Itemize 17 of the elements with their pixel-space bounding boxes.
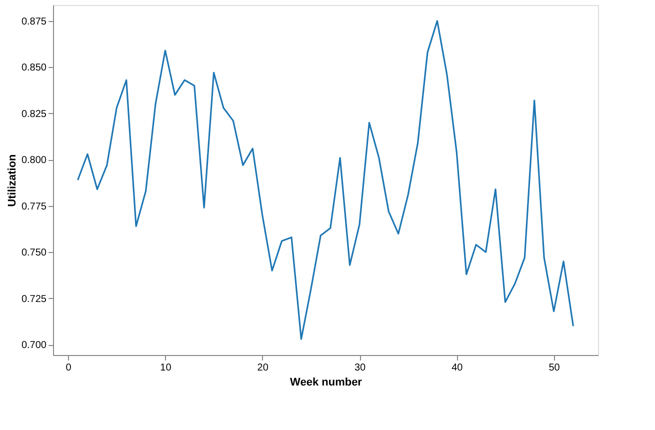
y-tick-label: 0.700 bbox=[21, 340, 47, 352]
x-tick-label: 40 bbox=[452, 362, 464, 374]
x-tick-label: 50 bbox=[548, 362, 560, 374]
y-axis-title: Utilization bbox=[6, 154, 18, 207]
x-tick-label: 20 bbox=[257, 362, 269, 374]
x-tick-label: 0 bbox=[66, 362, 72, 374]
line-series bbox=[76, 20, 574, 340]
x-tick-label: 30 bbox=[354, 362, 366, 374]
x-axis-title: Week number bbox=[290, 376, 363, 388]
y-tick-label: 0.800 bbox=[21, 155, 47, 166]
y-tick-label: 0.750 bbox=[21, 248, 47, 259]
y-tick-label: 0.850 bbox=[21, 62, 47, 74]
y-tick-label: 0.775 bbox=[21, 201, 47, 212]
y-tick-label: 0.875 bbox=[21, 16, 47, 28]
y-tick-label: 0.825 bbox=[21, 108, 47, 120]
y-tick-label: 0.725 bbox=[21, 294, 47, 305]
x-tick-label: 10 bbox=[160, 362, 172, 374]
